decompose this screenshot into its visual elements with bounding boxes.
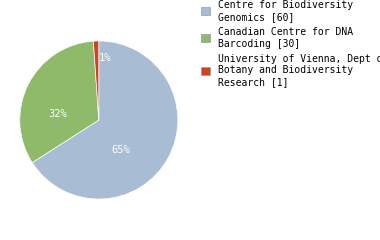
Text: 1%: 1% bbox=[99, 53, 111, 63]
Wedge shape bbox=[32, 41, 178, 199]
Wedge shape bbox=[20, 41, 99, 163]
Legend: Centre for Biodiversity
Genomics [60], Canadian Centre for DNA
Barcoding [30], U: Centre for Biodiversity Genomics [60], C… bbox=[201, 0, 380, 87]
Wedge shape bbox=[93, 41, 99, 120]
Text: 65%: 65% bbox=[112, 145, 130, 155]
Text: 32%: 32% bbox=[48, 109, 67, 119]
